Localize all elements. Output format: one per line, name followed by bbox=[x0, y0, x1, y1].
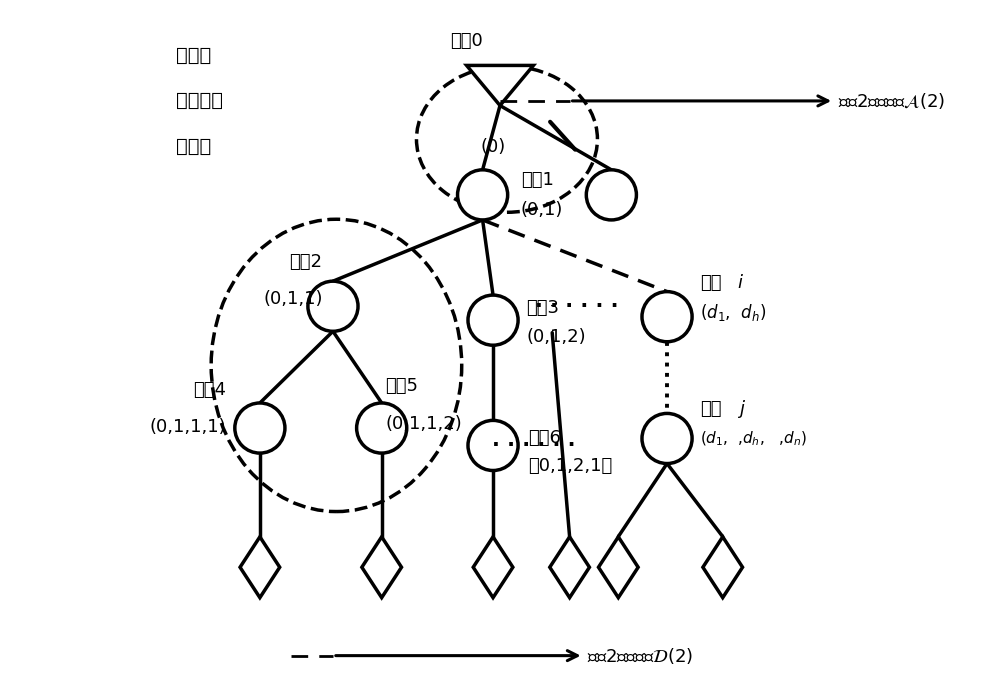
Text: 节点1: 节点1 bbox=[521, 171, 554, 189]
Text: (0,1,1,2): (0,1,1,2) bbox=[385, 415, 462, 433]
Circle shape bbox=[642, 292, 692, 342]
Text: 节点2: 节点2 bbox=[290, 253, 323, 271]
Circle shape bbox=[235, 403, 285, 453]
Text: (0,1,1): (0,1,1) bbox=[263, 290, 323, 308]
Circle shape bbox=[458, 170, 508, 220]
Text: $i$: $i$ bbox=[737, 274, 744, 292]
Circle shape bbox=[357, 403, 407, 453]
Text: · · · · · ·: · · · · · · bbox=[492, 436, 575, 455]
Text: 节点2祖先节点$\mathcal{A}$(2): 节点2祖先节点$\mathcal{A}$(2) bbox=[838, 91, 945, 111]
Text: (0,1,1,1): (0,1,1,1) bbox=[150, 418, 226, 436]
Polygon shape bbox=[550, 537, 589, 598]
Circle shape bbox=[468, 420, 518, 470]
Text: 节点: 节点 bbox=[700, 400, 722, 418]
Text: (0,1,2): (0,1,2) bbox=[526, 328, 586, 346]
Text: 节点: 节点 bbox=[700, 274, 722, 292]
Text: 根节点: 根节点 bbox=[176, 46, 212, 65]
Text: · · · · · ·: · · · · · · bbox=[535, 296, 618, 316]
Polygon shape bbox=[467, 65, 533, 106]
Polygon shape bbox=[362, 537, 402, 598]
Circle shape bbox=[642, 413, 692, 464]
Text: $j$: $j$ bbox=[737, 398, 746, 420]
Text: (0,1): (0,1) bbox=[521, 201, 563, 219]
Polygon shape bbox=[703, 537, 743, 598]
Circle shape bbox=[468, 295, 518, 345]
Polygon shape bbox=[473, 537, 513, 598]
Text: 节点4: 节点4 bbox=[193, 381, 226, 399]
Text: 节点0: 节点0 bbox=[450, 32, 483, 50]
Text: 节点6: 节点6 bbox=[528, 429, 561, 448]
Text: 节点2后代节点$\mathcal{D}$(2): 节点2后代节点$\mathcal{D}$(2) bbox=[587, 646, 693, 665]
Text: ($d_1$,  ,$d_h$,   ,$d_n$): ($d_1$, ,$d_h$, ,$d_n$) bbox=[700, 429, 807, 448]
Text: 叶节点: 叶节点 bbox=[176, 136, 212, 156]
Text: (0): (0) bbox=[480, 138, 506, 156]
Circle shape bbox=[308, 281, 358, 331]
Text: 节点3: 节点3 bbox=[526, 299, 559, 317]
Text: ($d_1$,  $d_h$): ($d_1$, $d_h$) bbox=[700, 302, 767, 323]
Text: （0,1,2,1）: （0,1,2,1） bbox=[528, 457, 612, 475]
Polygon shape bbox=[240, 537, 280, 598]
Polygon shape bbox=[598, 537, 638, 598]
Text: 节点5: 节点5 bbox=[385, 377, 418, 395]
Text: 分支节点: 分支节点 bbox=[176, 91, 223, 111]
Circle shape bbox=[586, 170, 636, 220]
